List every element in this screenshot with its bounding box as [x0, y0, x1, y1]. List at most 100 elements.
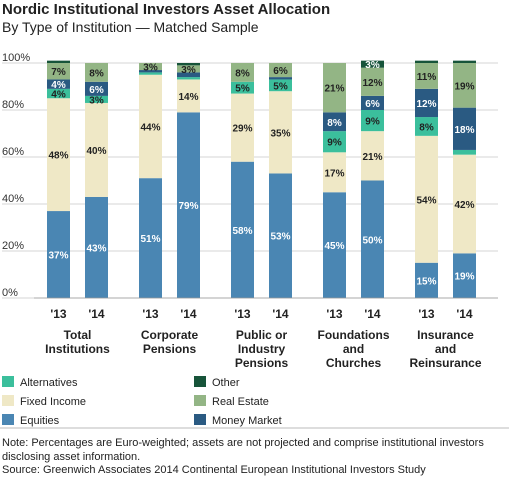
- data-label: 5%: [235, 84, 250, 95]
- bar-segment-alternatives: [231, 81, 254, 94]
- data-label: 58%: [232, 226, 252, 237]
- bar-segment-equities: [85, 196, 108, 298]
- bar-segment-fixed-income: [415, 135, 438, 263]
- data-label: 3%: [143, 63, 158, 74]
- data-label: 54%: [416, 195, 436, 206]
- data-label: 3%: [89, 95, 104, 106]
- bar-segment-money-market: [47, 79, 70, 89]
- data-label: 45%: [324, 241, 344, 252]
- data-label: 8%: [419, 122, 434, 133]
- bar-segment-fixed-income: [85, 102, 108, 197]
- data-label: 21%: [362, 152, 382, 163]
- data-label: 79%: [178, 201, 198, 212]
- bar-segment-equities: [453, 253, 476, 298]
- legend-swatch: [194, 376, 206, 387]
- data-label: 12%: [362, 78, 382, 89]
- data-label: 8%: [89, 68, 104, 79]
- data-label: 3%: [181, 65, 196, 76]
- x-tick-label: '14: [88, 307, 105, 321]
- x-tick-label: '14: [180, 307, 197, 321]
- data-label: 9%: [327, 138, 342, 149]
- data-label: 7%: [51, 67, 66, 78]
- bar-segment-fixed-income: [139, 74, 162, 179]
- data-label: 14%: [178, 92, 198, 103]
- bar-segment-equities: [415, 262, 438, 298]
- bar-segment-other: [453, 60, 476, 63]
- data-label: 17%: [324, 168, 344, 179]
- bar-segment-real-estate: [453, 63, 476, 108]
- bar-segment-real-estate: [85, 63, 108, 82]
- data-label: 18%: [454, 125, 474, 136]
- data-label: 19%: [454, 81, 474, 92]
- chart-subtitle: By Type of Institution — Matched Sample: [2, 19, 259, 35]
- data-label: 40%: [86, 146, 106, 157]
- data-label: 37%: [48, 251, 68, 262]
- x-tick-label: '13: [50, 307, 67, 321]
- chart-title: Nordic Institutional Investors Asset All…: [2, 1, 331, 18]
- bar-segment-money-market: [177, 72, 200, 78]
- stacked-bar-chart: 0% 20% 40% 60% 80% 100% 37% 48% 4%4% 7% '13 43% 40% 3…: [0, 52, 509, 429]
- bar-segment-equities: [269, 173, 292, 298]
- group-label: and: [435, 342, 456, 356]
- data-label: 42%: [454, 200, 474, 211]
- bar-segment-real-estate: [47, 63, 70, 80]
- y-tick-label: 0%: [2, 287, 18, 299]
- bar-segment-fixed-income: [323, 152, 346, 193]
- bar-segment-real-estate: [361, 67, 384, 96]
- y-tick-label: 80%: [2, 99, 24, 111]
- data-label: 12%: [416, 99, 436, 110]
- data-label: 4%: [51, 80, 66, 91]
- bar-segment-alternatives: [323, 131, 346, 153]
- legend-label: Fixed Income: [20, 396, 86, 408]
- bar-segment-equities: [139, 178, 162, 298]
- data-label: 19%: [454, 272, 474, 283]
- data-label: 6%: [89, 85, 104, 96]
- bar-segment-money-market: [139, 70, 162, 73]
- notes-block: Note: Percentages are Euro-weighted; ass…: [2, 437, 507, 478]
- bar-segment-alternatives: [85, 95, 108, 103]
- bar-segment-alternatives: [269, 79, 292, 92]
- bar-segment-real-estate: [231, 63, 254, 82]
- group-label: Corporate: [141, 328, 199, 342]
- y-tick-label: 40%: [2, 193, 24, 205]
- x-tick-label: '14: [272, 307, 289, 321]
- y-tick-label: 60%: [2, 146, 24, 158]
- bar-segment-alternatives: [139, 72, 162, 75]
- data-label: 21%: [324, 84, 344, 95]
- x-tick-label: '13: [418, 307, 435, 321]
- legend-swatch: [194, 395, 206, 406]
- data-label: 6%: [273, 66, 288, 77]
- data-label: 3%: [365, 60, 380, 71]
- data-label: 43%: [86, 243, 106, 254]
- group-label: Churches: [326, 356, 382, 370]
- chart-note: Note: Percentages are Euro-weighted; ass…: [2, 437, 484, 463]
- bar-segment-real-estate: [323, 63, 346, 113]
- bar-segment-real-estate: [177, 65, 200, 73]
- legend-label: Real Estate: [212, 396, 269, 408]
- data-label: 50%: [362, 235, 382, 246]
- data-label: 5%: [273, 81, 288, 92]
- group-label: Pensions: [143, 342, 197, 356]
- data-label: 51%: [140, 234, 160, 245]
- x-tick-label: '14: [456, 307, 473, 321]
- data-label: 35%: [270, 128, 290, 139]
- data-label: 44%: [140, 122, 160, 133]
- group-label: Insurance: [417, 328, 474, 342]
- bar-segment-equities: [177, 112, 200, 298]
- x-tick-label: '14: [364, 307, 381, 321]
- data-label: 6%: [365, 99, 380, 110]
- data-label: 8%: [235, 68, 250, 79]
- bar-segment-alternatives: [177, 77, 200, 80]
- bar-segment-alternatives: [453, 149, 476, 155]
- bar-segment-equities: [323, 192, 346, 298]
- bar-segment-other: [415, 60, 438, 63]
- legend-label: Money Market: [212, 415, 282, 427]
- bar-segment-money-market: [361, 95, 384, 110]
- bar-segment-money-market: [269, 77, 292, 80]
- data-label: 15%: [416, 276, 436, 287]
- legend-label: Other: [212, 377, 240, 389]
- legend-swatch: [2, 395, 14, 406]
- group-label: Public or: [236, 328, 288, 342]
- legend-swatch: [2, 376, 14, 387]
- data-label: 53%: [270, 232, 290, 243]
